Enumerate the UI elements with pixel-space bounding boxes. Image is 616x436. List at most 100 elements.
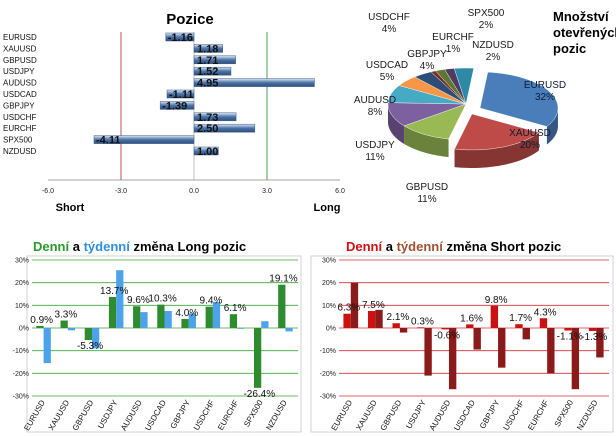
long-label: Long — [314, 202, 341, 214]
bar-t-denn-gbpjpy — [188, 313, 196, 328]
short-change-chart: Denní a týdenní změna Short pozic -30% -20… — [310, 239, 614, 433]
pie-label-usdchf: USDCHF 4% — [368, 12, 410, 35]
category-label-gbpusd: GBPUSD — [379, 398, 404, 432]
data-label-nzdusd: -1.3% — [581, 332, 607, 343]
bar-denn-usdjpy — [108, 296, 117, 328]
data-label-usdjpy: 13.7% — [100, 286, 128, 297]
bar-denn-xauusd — [367, 311, 376, 328]
data-label-usdchf: 1.7% — [509, 313, 532, 324]
bar-t-denn-usdjpy — [116, 270, 124, 328]
bar-t-denn-xauusd — [375, 309, 383, 328]
data-label-audusd: 9.6% — [127, 295, 150, 306]
y-tick-label: -20% — [13, 371, 29, 378]
y-tick-label: 0% — [19, 326, 29, 333]
bar-denn-spx500 — [564, 328, 572, 331]
pie-slice-xauusd — [454, 113, 540, 151]
value-label-audusd: 4.95 — [197, 78, 218, 90]
y-tick-label: 20% — [322, 280, 336, 287]
y-tick-label: 20% — [15, 280, 29, 287]
short-label: Short — [56, 202, 85, 214]
bar-denn-audusd — [133, 306, 141, 328]
position-bar-eurusd — [165, 32, 195, 42]
value-label-eurchf: 2.50 — [197, 123, 218, 135]
pie-title-line: Množství — [553, 9, 609, 24]
bar-t-denn-gbpusd — [399, 328, 408, 333]
value-label-usdchf: 1.73 — [197, 112, 218, 124]
data-label-spx500: -1.1% — [557, 331, 583, 342]
pie-label-gbpjpy: GBPJPY 4% — [407, 49, 447, 72]
category-label-eurusd: EURUSD — [330, 398, 355, 432]
pie-slice-usdchf — [453, 67, 475, 105]
category-label-gbpjpy: GBPJPY — [478, 398, 502, 430]
category-label-eurchf: EURCHF — [3, 124, 36, 133]
bar-denn-nzdusd — [588, 328, 597, 331]
y-tick-label: 10% — [322, 303, 336, 310]
pie-slice-eurusd — [479, 71, 559, 127]
value-label-eurusd: -1.16 — [168, 32, 193, 44]
data-label-usdjpy: 0.3% — [411, 316, 434, 327]
y-tick-label: -10% — [13, 348, 29, 355]
bar-t-denn-audusd — [140, 312, 148, 328]
bar-t-denn-usdcad — [473, 328, 481, 350]
bar-denn-xauusd — [60, 320, 68, 328]
bar-denn-gbpjpy — [181, 318, 189, 328]
bar-t-denn-xauusd — [67, 328, 76, 331]
change-chart-title: Denní a týdenní změna Long pozic — [33, 239, 246, 254]
bar-denn-eurchf — [229, 314, 238, 328]
category-label-eurchf: EURCHF — [526, 398, 551, 431]
data-label-gbpusd: 2.1% — [387, 312, 410, 323]
category-label-nzdusd: NZDUSD — [3, 147, 37, 156]
data-label-xauusd: 3.3% — [54, 310, 77, 321]
pie-label-eurusd: EURUSD 32% — [524, 80, 566, 103]
pie-title-line: otevřených — [553, 25, 616, 40]
category-label-nzdusd: NZDUSD — [575, 398, 600, 432]
category-label-spx500: SPX500 — [3, 136, 33, 145]
y-tick-label: -20% — [320, 371, 336, 378]
y-tick-label: 30% — [15, 258, 29, 265]
category-label-gbpjpy: GBPJPY — [169, 398, 193, 430]
bar-denn-audusd — [441, 328, 449, 330]
category-label-xauusd: XAUUSD — [354, 398, 379, 432]
data-label-gbpusd: -5.3% — [77, 341, 103, 352]
pie-side-xauusd — [454, 132, 539, 168]
bar-t-denn-gbpjpy — [498, 328, 506, 368]
x-tick-label: 0.0 — [189, 188, 199, 195]
category-label-nzdusd: NZDUSD — [264, 398, 289, 432]
y-tick-label: -10% — [320, 348, 336, 355]
category-label-usdchf: USDCHF — [192, 398, 217, 431]
positions-title: Pozice — [166, 11, 214, 28]
bar-denn-gbpusd — [84, 328, 92, 341]
bar-denn-usdchf — [205, 306, 213, 328]
bar-denn-usdcad — [466, 324, 474, 328]
category-label-spx500: SPX500 — [553, 398, 576, 428]
value-label-gbpjpy: -1.39 — [162, 100, 187, 112]
position-bar-nzdusd — [193, 146, 219, 156]
bar-t-denn-eurusd — [43, 328, 51, 364]
x-tick-label: 3.0 — [262, 188, 272, 195]
y-tick-label: -30% — [13, 394, 29, 401]
chart-frame — [26, 255, 302, 433]
data-label-audusd: -0.6% — [434, 330, 460, 341]
category-label-usdcad: USDCAD — [3, 90, 37, 99]
bar-denn-gbpusd — [392, 323, 400, 328]
category-label-gbpjpy: GBPJPY — [3, 101, 35, 110]
data-label-eurusd: 0.9% — [30, 315, 53, 326]
position-bar-usdchf — [193, 112, 237, 122]
value-label-spx500: -4.11 — [96, 135, 120, 147]
category-label-usdchf: USDCHF — [502, 398, 527, 431]
bar-t-denn-usdcad — [164, 311, 172, 328]
bar-t-denn-eurchf — [547, 328, 555, 374]
y-tick-label: 30% — [322, 258, 336, 265]
category-label-xauusd: XAUUSD — [3, 44, 37, 53]
category-label-usdcad: USDCAD — [143, 398, 168, 432]
bar-denn-spx500 — [253, 328, 262, 388]
category-label-gbpusd: GBPUSD — [71, 398, 96, 432]
position-bar-usdcad — [166, 89, 195, 99]
data-label-eurchf: 4.3% — [534, 307, 557, 318]
category-label-eurusd: EURUSD — [3, 33, 37, 42]
category-label-spx500: SPX500 — [242, 398, 265, 428]
value-label-xauusd: 1.18 — [197, 43, 218, 55]
y-tick-label: -30% — [320, 394, 336, 401]
category-label-audusd: AUDUSD — [3, 79, 37, 88]
category-label-eurchf: EURCHF — [216, 398, 241, 431]
